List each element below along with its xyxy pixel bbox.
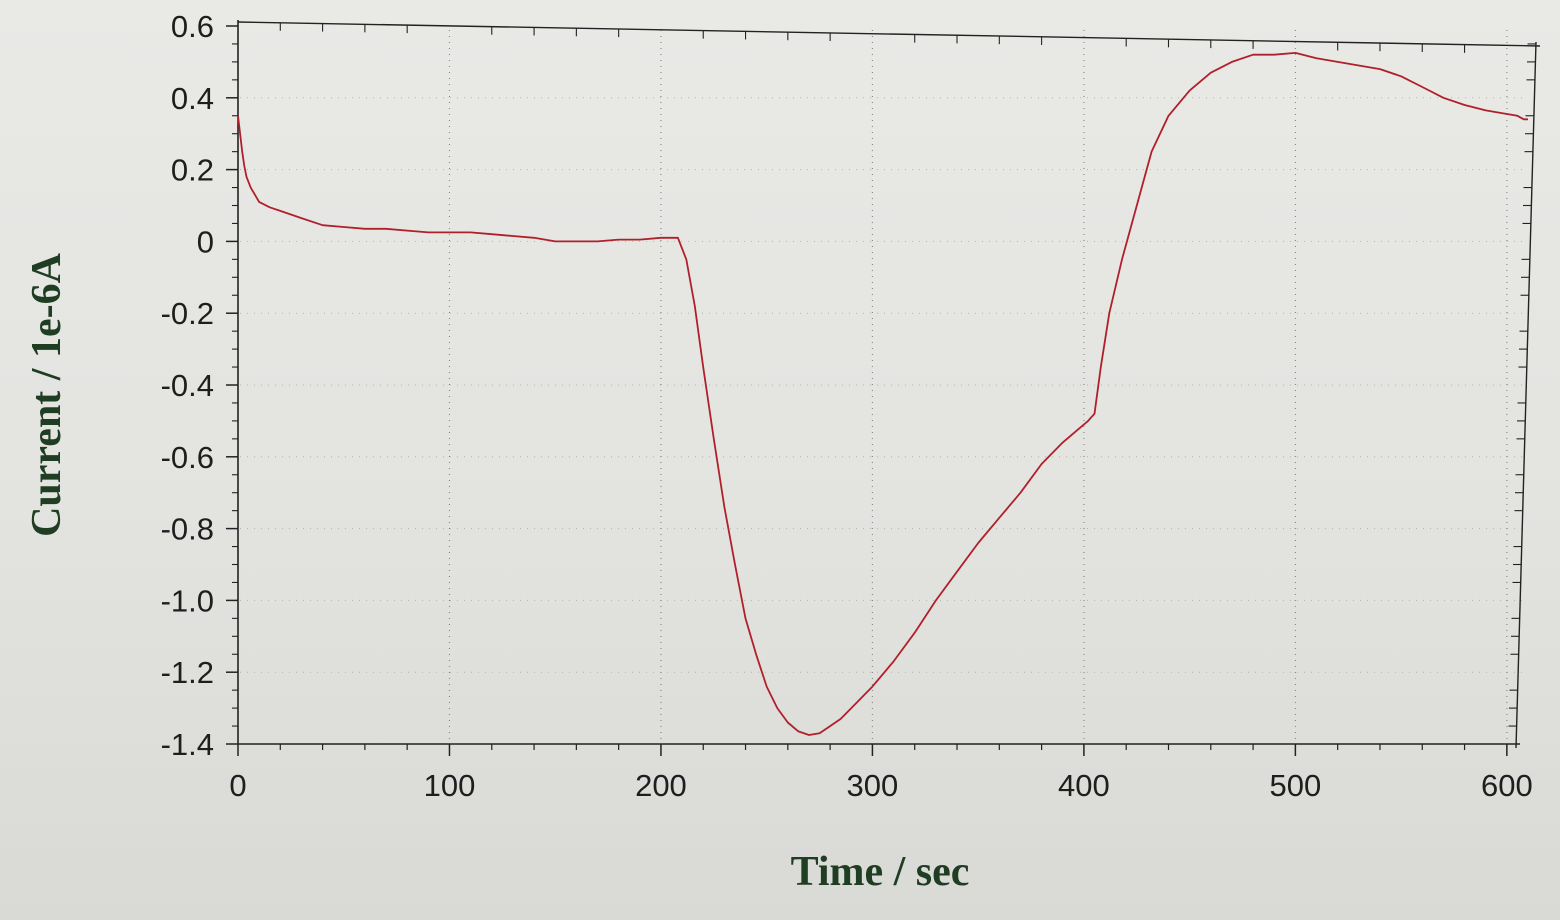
x-tick-label: 400	[1058, 768, 1110, 803]
tick-labels: 0 100 200 300 400 500 600 0.6 0.4 0.2 0 -0.2 -0.4 -0.…	[161, 9, 1533, 803]
y-tick-label: 0	[197, 224, 214, 259]
y-tick-label: -0.4	[161, 368, 214, 403]
x-tick-label: 300	[847, 768, 899, 803]
y-tick-label: -0.2	[161, 296, 214, 331]
y-tick-label: -1.2	[161, 655, 214, 690]
x-tick-label: 500	[1270, 768, 1322, 803]
y-tick-label: 0.2	[171, 153, 214, 188]
axes	[226, 20, 1541, 756]
right-frame-line	[1515, 41, 1537, 749]
series-line	[237, 52, 1528, 736]
x-axis-title: Time / sec	[791, 849, 970, 895]
grid-lines	[240, 30, 1526, 742]
x-tick-label: 600	[1481, 768, 1533, 803]
x-tick-label: 0	[229, 768, 246, 803]
y-axis-title: Current / 1e-6A	[24, 252, 70, 536]
x-tick-label: 200	[635, 768, 687, 803]
y-tick-label: -0.8	[161, 512, 214, 547]
y-tick-label: -1.0	[161, 583, 214, 618]
y-tick-label: 0.6	[171, 9, 214, 44]
top-frame-line	[237, 21, 1541, 47]
x-tick-label: 100	[424, 768, 476, 803]
y-tick-label: -1.4	[161, 727, 214, 762]
y-tick-label: -0.6	[161, 440, 214, 475]
y-tick-label: 0.4	[171, 81, 214, 116]
series-layer	[237, 52, 1528, 736]
